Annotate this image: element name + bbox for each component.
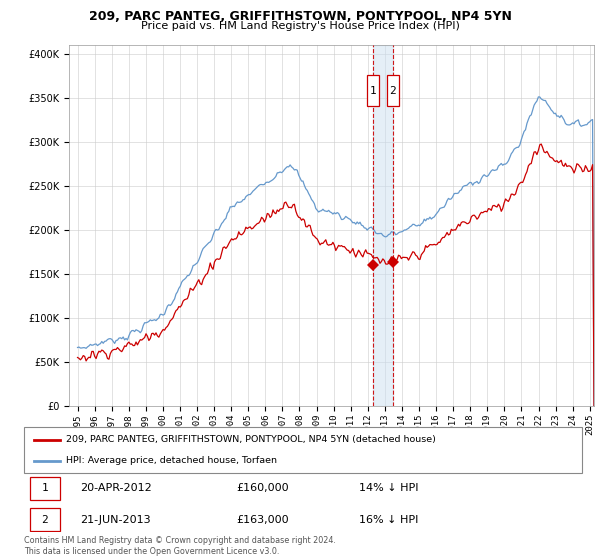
Bar xyxy=(387,74,399,106)
Text: Price paid vs. HM Land Registry's House Price Index (HPI): Price paid vs. HM Land Registry's House … xyxy=(140,21,460,31)
FancyBboxPatch shape xyxy=(24,427,582,473)
Text: 209, PARC PANTEG, GRIFFITHSTOWN, PONTYPOOL, NP4 5YN: 209, PARC PANTEG, GRIFFITHSTOWN, PONTYPO… xyxy=(89,10,511,23)
Text: £163,000: £163,000 xyxy=(236,515,289,525)
Text: 2: 2 xyxy=(41,515,48,525)
Text: 20-APR-2012: 20-APR-2012 xyxy=(80,483,152,493)
Text: £160,000: £160,000 xyxy=(236,483,289,493)
Text: 14% ↓ HPI: 14% ↓ HPI xyxy=(359,483,418,493)
Text: 1: 1 xyxy=(41,483,48,493)
Text: 1: 1 xyxy=(370,86,376,96)
Text: 209, PARC PANTEG, GRIFFITHSTOWN, PONTYPOOL, NP4 5YN (detached house): 209, PARC PANTEG, GRIFFITHSTOWN, PONTYPO… xyxy=(66,435,436,444)
Text: 2: 2 xyxy=(389,86,396,96)
Bar xyxy=(367,74,379,106)
FancyBboxPatch shape xyxy=(29,477,60,500)
Bar xyxy=(373,45,393,406)
Text: Contains HM Land Registry data © Crown copyright and database right 2024.
This d: Contains HM Land Registry data © Crown c… xyxy=(24,536,336,556)
Text: HPI: Average price, detached house, Torfaen: HPI: Average price, detached house, Torf… xyxy=(66,456,277,465)
Text: 16% ↓ HPI: 16% ↓ HPI xyxy=(359,515,418,525)
Text: 21-JUN-2013: 21-JUN-2013 xyxy=(80,515,151,525)
FancyBboxPatch shape xyxy=(29,508,60,531)
